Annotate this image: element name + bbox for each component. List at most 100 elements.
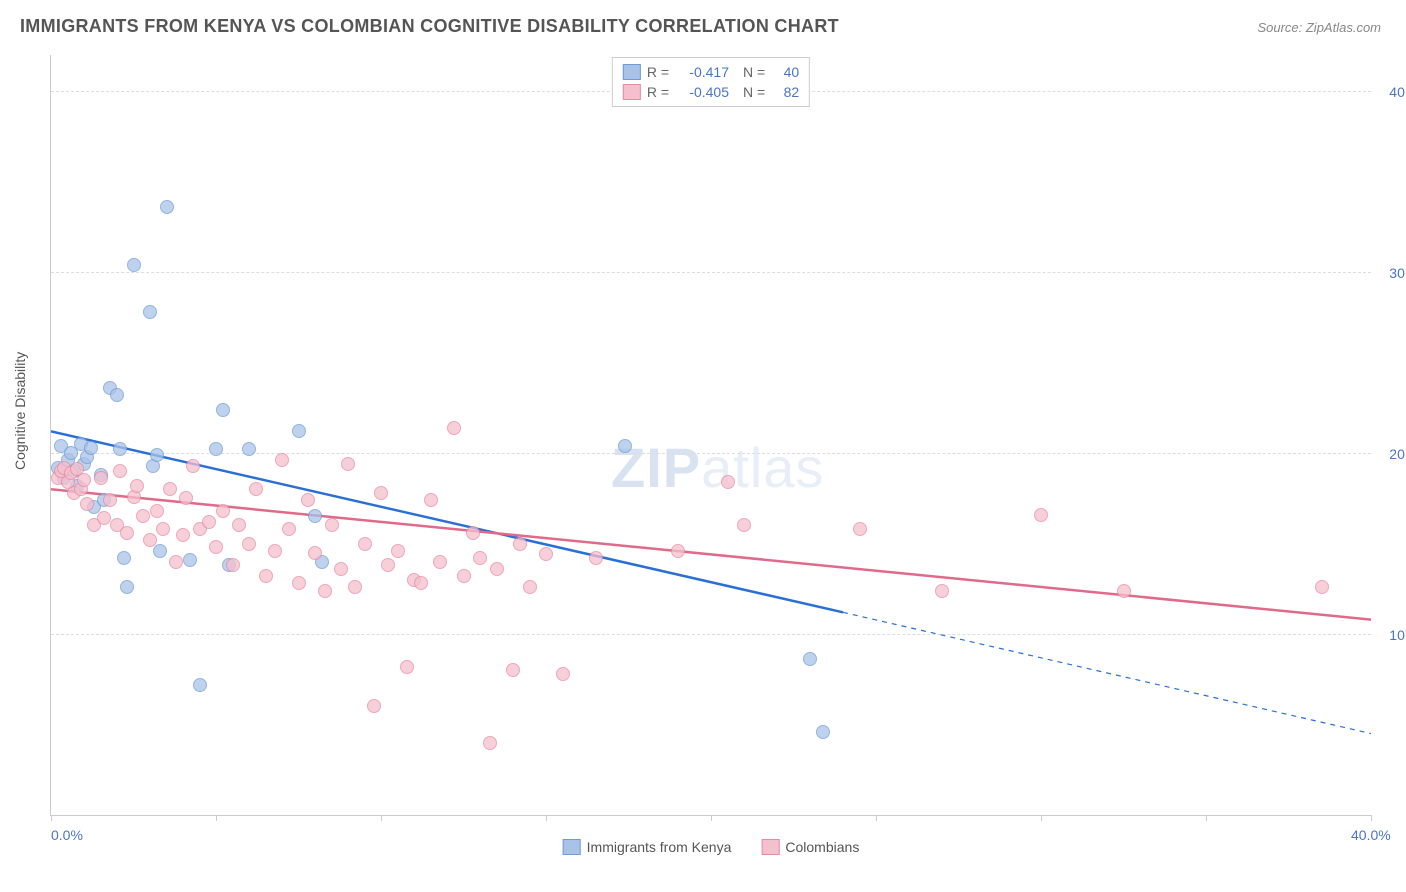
y-tick-label: 40.0% xyxy=(1389,84,1406,100)
data-point-colombians xyxy=(367,699,381,713)
x-tick xyxy=(51,815,52,821)
legend-item-colombians: Colombians xyxy=(761,839,859,855)
data-point-colombians xyxy=(348,580,362,594)
y-tick-label: 30.0% xyxy=(1389,265,1406,281)
watermark: ZIPatlas xyxy=(611,435,824,500)
swatch-colombians xyxy=(761,839,779,855)
data-point-colombians xyxy=(113,464,127,478)
n-value: 40 xyxy=(771,62,799,82)
data-point-kenya xyxy=(242,442,256,456)
x-tick xyxy=(381,815,382,821)
data-point-colombians xyxy=(523,580,537,594)
legend-stats: R = -0.417 N = 40R = -0.405 N = 82 xyxy=(612,57,810,107)
data-point-kenya xyxy=(150,448,164,462)
legend-label: Immigrants from Kenya xyxy=(587,839,732,855)
data-point-colombians xyxy=(120,526,134,540)
data-point-colombians xyxy=(97,511,111,525)
data-point-colombians xyxy=(259,569,273,583)
data-point-colombians xyxy=(232,518,246,532)
data-point-colombians xyxy=(424,493,438,507)
data-point-colombians xyxy=(671,544,685,558)
n-value: 82 xyxy=(771,82,799,102)
legend-item-kenya: Immigrants from Kenya xyxy=(563,839,732,855)
x-tick xyxy=(216,815,217,821)
data-point-kenya xyxy=(183,553,197,567)
data-point-colombians xyxy=(282,522,296,536)
data-point-kenya xyxy=(113,442,127,456)
data-point-colombians xyxy=(539,547,553,561)
data-point-colombians xyxy=(334,562,348,576)
data-point-colombians xyxy=(249,482,263,496)
x-tick xyxy=(1371,815,1372,821)
watermark-rest: atlas xyxy=(701,436,824,499)
data-point-colombians xyxy=(341,457,355,471)
data-point-colombians xyxy=(130,479,144,493)
x-tick xyxy=(546,815,547,821)
data-point-kenya xyxy=(816,725,830,739)
data-point-colombians xyxy=(318,584,332,598)
regression-line-kenya xyxy=(51,431,843,612)
data-point-kenya xyxy=(143,305,157,319)
x-tick-label: 40.0% xyxy=(1351,827,1391,843)
data-point-kenya xyxy=(292,424,306,438)
data-point-colombians xyxy=(374,486,388,500)
swatch-colombians xyxy=(623,84,641,100)
data-point-kenya xyxy=(308,509,322,523)
gridline: 10.0% xyxy=(51,634,1371,635)
x-tick xyxy=(1206,815,1207,821)
data-point-colombians xyxy=(483,736,497,750)
legend-stat-row-colombians: R = -0.405 N = 82 xyxy=(623,82,799,102)
data-point-colombians xyxy=(506,663,520,677)
n-label: N = xyxy=(743,62,765,82)
data-point-colombians xyxy=(391,544,405,558)
data-point-colombians xyxy=(216,504,230,518)
data-point-colombians xyxy=(513,537,527,551)
data-point-colombians xyxy=(414,576,428,590)
data-point-kenya xyxy=(84,441,98,455)
data-point-colombians xyxy=(242,537,256,551)
data-point-colombians xyxy=(473,551,487,565)
data-point-colombians xyxy=(358,537,372,551)
regression-line-dashed-kenya xyxy=(843,612,1371,733)
data-point-colombians xyxy=(433,555,447,569)
y-tick-label: 10.0% xyxy=(1389,627,1406,643)
data-point-kenya xyxy=(110,388,124,402)
data-point-kenya xyxy=(127,258,141,272)
data-point-colombians xyxy=(457,569,471,583)
data-point-colombians xyxy=(556,667,570,681)
data-point-colombians xyxy=(268,544,282,558)
data-point-colombians xyxy=(163,482,177,496)
data-point-colombians xyxy=(136,509,150,523)
r-label: R = xyxy=(647,82,669,102)
data-point-colombians xyxy=(143,533,157,547)
data-point-kenya xyxy=(209,442,223,456)
data-point-colombians xyxy=(1315,580,1329,594)
data-point-colombians xyxy=(589,551,603,565)
data-point-kenya xyxy=(153,544,167,558)
data-point-kenya xyxy=(160,200,174,214)
source-attribution: Source: ZipAtlas.com xyxy=(1257,20,1381,35)
chart-title: IMMIGRANTS FROM KENYA VS COLOMBIAN COGNI… xyxy=(20,16,839,37)
data-point-colombians xyxy=(490,562,504,576)
data-point-colombians xyxy=(400,660,414,674)
data-point-colombians xyxy=(80,497,94,511)
data-point-kenya xyxy=(117,551,131,565)
swatch-kenya xyxy=(623,64,641,80)
swatch-kenya xyxy=(563,839,581,855)
data-point-colombians xyxy=(1034,508,1048,522)
data-point-colombians xyxy=(325,518,339,532)
data-point-colombians xyxy=(1117,584,1131,598)
data-point-colombians xyxy=(202,515,216,529)
data-point-colombians xyxy=(169,555,183,569)
regression-lines xyxy=(51,55,1371,815)
x-tick xyxy=(1041,815,1042,821)
data-point-colombians xyxy=(103,493,117,507)
y-tick-label: 20.0% xyxy=(1389,446,1406,462)
r-value: -0.405 xyxy=(675,82,729,102)
data-point-kenya xyxy=(216,403,230,417)
data-point-colombians xyxy=(292,576,306,590)
plot-area: ZIPatlas 10.0%20.0%30.0%40.0% 0.0%40.0% … xyxy=(50,55,1371,816)
data-point-colombians xyxy=(176,528,190,542)
r-value: -0.417 xyxy=(675,62,729,82)
n-label: N = xyxy=(743,82,765,102)
